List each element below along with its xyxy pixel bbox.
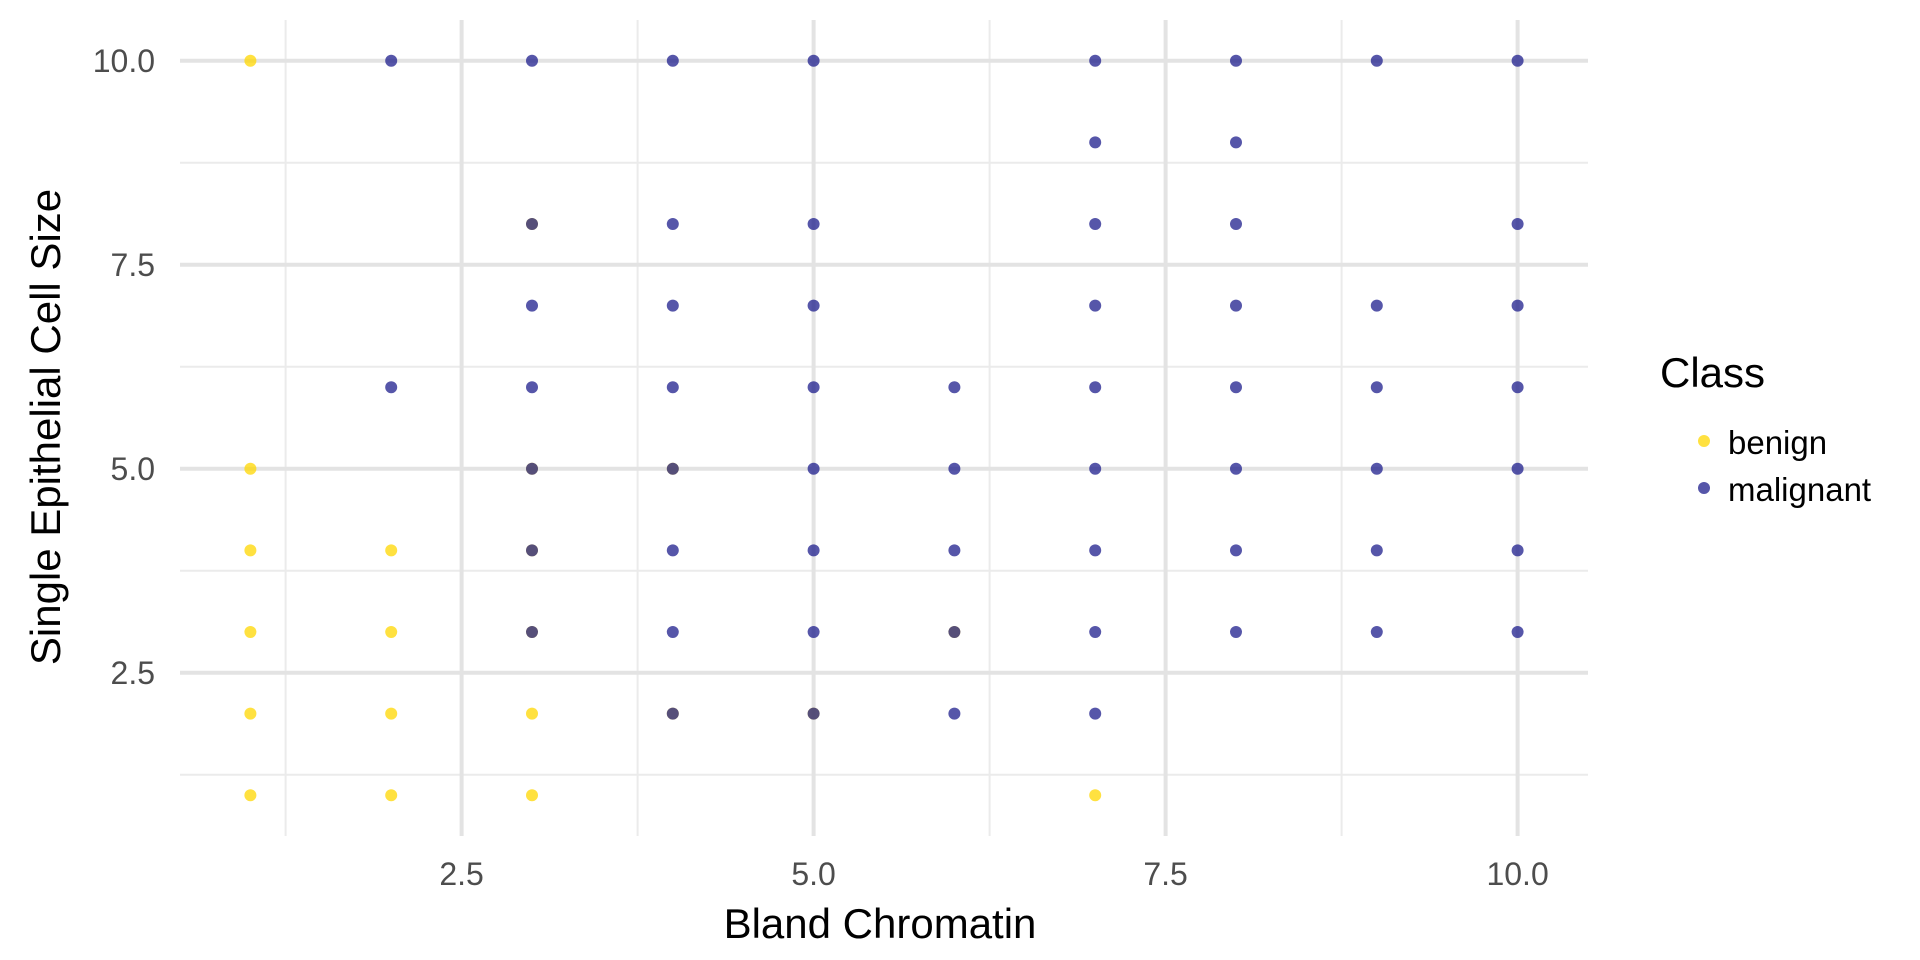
x-axis-title: Bland Chromatin — [724, 900, 1037, 947]
data-point-malignant — [807, 54, 820, 67]
y-axis-title: Single Epithelial Cell Size — [22, 189, 69, 665]
data-point-malignant — [807, 218, 820, 230]
data-point-malignant — [666, 54, 679, 67]
data-point-benign — [1089, 789, 1102, 802]
x-tick-label: 5.0 — [791, 856, 835, 892]
data-point-malignant — [385, 54, 398, 67]
data-point-malignant — [526, 299, 538, 312]
legend-label-benign: benign — [1728, 424, 1827, 461]
data-point-malignant — [807, 462, 820, 475]
data-point-malignant — [1089, 54, 1102, 67]
data-point-malignant — [526, 462, 538, 475]
data-point-malignant — [1370, 299, 1383, 312]
y-tick-label: 10.0 — [93, 43, 155, 79]
data-point-malignant — [948, 544, 961, 557]
data-point-malignant — [948, 626, 961, 638]
data-point-benign — [244, 626, 257, 638]
data-point-malignant — [1370, 381, 1383, 394]
data-point-malignant — [1230, 462, 1242, 475]
points-layer — [244, 54, 1524, 802]
data-point-malignant — [1511, 218, 1524, 230]
data-point-benign — [244, 54, 257, 67]
data-point-malignant — [666, 707, 679, 720]
data-point-malignant — [807, 544, 820, 557]
data-point-malignant — [807, 299, 820, 312]
data-point-malignant — [666, 299, 679, 312]
data-point-malignant — [666, 218, 679, 230]
data-point-malignant — [526, 54, 538, 67]
data-point-malignant — [807, 626, 820, 638]
legend-key-malignant — [1698, 482, 1710, 494]
data-point-malignant — [666, 381, 679, 394]
data-point-malignant — [1089, 544, 1102, 557]
data-point-benign — [526, 707, 538, 720]
data-point-malignant — [1230, 54, 1242, 67]
data-point-malignant — [1230, 299, 1242, 312]
data-point-benign — [385, 626, 398, 638]
data-point-benign — [526, 789, 538, 802]
data-point-malignant — [1230, 218, 1242, 230]
data-point-malignant — [948, 462, 961, 475]
data-point-malignant — [526, 381, 538, 394]
grid-layer — [180, 20, 1588, 836]
data-point-malignant — [526, 218, 538, 230]
x-tick-label: 7.5 — [1143, 856, 1187, 892]
data-point-malignant — [526, 544, 538, 557]
data-point-malignant — [1511, 54, 1524, 67]
x-tick-label: 10.0 — [1486, 856, 1548, 892]
data-point-malignant — [1230, 136, 1242, 149]
data-point-benign — [385, 789, 398, 802]
data-point-malignant — [1089, 381, 1102, 394]
y-tick-label: 7.5 — [111, 247, 155, 283]
data-point-benign — [385, 544, 398, 557]
y-tick-label: 5.0 — [111, 451, 155, 487]
data-point-malignant — [1370, 544, 1383, 557]
data-point-malignant — [1370, 54, 1383, 67]
data-point-malignant — [1230, 381, 1242, 394]
data-point-malignant — [666, 626, 679, 638]
data-point-malignant — [1089, 707, 1102, 720]
data-point-malignant — [1511, 462, 1524, 475]
legend-label-malignant: malignant — [1728, 471, 1871, 508]
legend-key-benign — [1698, 435, 1710, 447]
data-point-malignant — [1089, 299, 1102, 312]
data-point-benign — [244, 462, 257, 475]
data-point-malignant — [948, 707, 961, 720]
data-point-malignant — [807, 381, 820, 394]
data-point-malignant — [1089, 218, 1102, 230]
legend-title: Class — [1660, 349, 1765, 396]
data-point-malignant — [1370, 626, 1383, 638]
y-tick-label: 2.5 — [111, 655, 155, 691]
data-point-benign — [244, 707, 257, 720]
ticks-layer: 2.5 5.0 7.5 10.0 2.5 5.0 7.5 10.0 — [93, 43, 1549, 892]
legend: Class benign malignant — [1660, 349, 1871, 508]
data-point-malignant — [1089, 462, 1102, 475]
data-point-malignant — [666, 462, 679, 475]
data-point-malignant — [1511, 544, 1524, 557]
data-point-malignant — [385, 381, 398, 394]
data-point-malignant — [526, 626, 538, 638]
data-point-malignant — [1089, 136, 1102, 149]
x-tick-label: 2.5 — [439, 856, 483, 892]
data-point-benign — [244, 789, 257, 802]
data-point-malignant — [1230, 626, 1242, 638]
data-point-malignant — [948, 381, 961, 394]
data-point-malignant — [1511, 381, 1524, 394]
data-point-malignant — [666, 544, 679, 557]
data-point-malignant — [1089, 626, 1102, 638]
data-point-malignant — [807, 707, 820, 720]
data-point-malignant — [1511, 299, 1524, 312]
data-point-benign — [244, 544, 257, 557]
data-point-malignant — [1511, 626, 1524, 638]
data-point-benign — [385, 707, 398, 720]
data-point-malignant — [1230, 544, 1242, 557]
data-point-malignant — [1370, 462, 1383, 475]
